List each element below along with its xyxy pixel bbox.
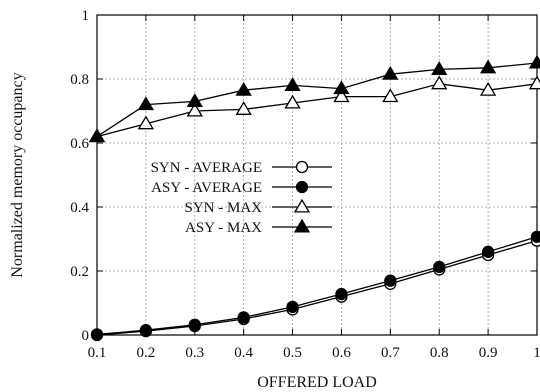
data-point [284, 94, 301, 109]
data-point [139, 324, 153, 337]
y-tick-label: 1 [82, 8, 90, 24]
legend-label: SYN - AVERAGE [151, 160, 262, 176]
x-tick-label: 0.3 [185, 345, 204, 361]
x-axis-label: OFFERED LOAD [257, 374, 377, 391]
data-point [137, 96, 155, 111]
plot-frame [96, 14, 538, 336]
data-point [384, 274, 397, 287]
y-axis-label: Normalized memory occupancy [9, 72, 26, 277]
data-point [137, 115, 155, 130]
x-tick-label: 0.4 [234, 345, 253, 361]
x-tick-label: 0.6 [332, 345, 351, 361]
series-line [96, 62, 538, 138]
y-tick-label: 0.4 [70, 200, 89, 216]
legend: SYN - AVERAGE ASY - AVERAGE SYN - MAX ASY -… [151, 160, 332, 236]
x-tick-label: 0.1 [88, 345, 107, 361]
data-point [528, 75, 540, 90]
legend-marker [295, 180, 309, 194]
series-line [96, 83, 538, 138]
data-point [235, 81, 252, 96]
x-tick-label: 1 [533, 345, 540, 361]
data-point [335, 287, 348, 301]
x-tick-label: 0.7 [381, 345, 400, 361]
data-point [433, 260, 446, 273]
data-point [528, 54, 540, 69]
series-line [96, 239, 538, 336]
data-point [235, 101, 252, 115]
data-point [479, 59, 497, 74]
series-asy-average [90, 230, 540, 341]
data-point [530, 230, 540, 243]
data-point [333, 88, 350, 103]
series-asy-max [88, 54, 540, 143]
series-syn-average [90, 234, 540, 342]
axis-tick-labels: 0.1 0.2 0.3 0.4 0.5 0.6 0.7 0.8 0.9 1 0 0.2 0.4 0.6 0.… [70, 8, 540, 361]
data-point [284, 77, 301, 91]
y-tick-label: 0.8 [70, 72, 89, 88]
legend-label: ASY - MAX [185, 220, 262, 236]
data-series [88, 54, 540, 342]
y-tick-label: 0.6 [70, 136, 89, 152]
legend-marker [293, 198, 311, 213]
x-tick-label: 0.9 [479, 345, 498, 361]
data-point [186, 93, 203, 107]
data-point [186, 102, 203, 117]
data-point [481, 245, 495, 258]
data-point [382, 65, 399, 80]
x-tick-label: 0.8 [430, 345, 449, 361]
x-tick-label: 0.2 [137, 345, 156, 361]
data-point [188, 318, 201, 331]
x-tick-label: 0.5 [283, 345, 302, 361]
y-tick-label: 0 [82, 328, 90, 344]
legend-label: ASY - AVERAGE [151, 180, 262, 196]
data-point [431, 61, 448, 75]
data-point [286, 300, 299, 313]
data-point [237, 311, 250, 324]
y-tick-label: 0.2 [70, 264, 89, 280]
series-line [96, 236, 538, 336]
data-point [479, 81, 497, 96]
data-point [382, 88, 399, 103]
data-point [333, 80, 350, 95]
legend-label: SYN - MAX [184, 200, 262, 216]
legend-marker [293, 218, 311, 233]
legend-marker [295, 160, 309, 174]
data-point [431, 75, 448, 90]
data-point [90, 328, 104, 341]
data-point [88, 128, 106, 143]
